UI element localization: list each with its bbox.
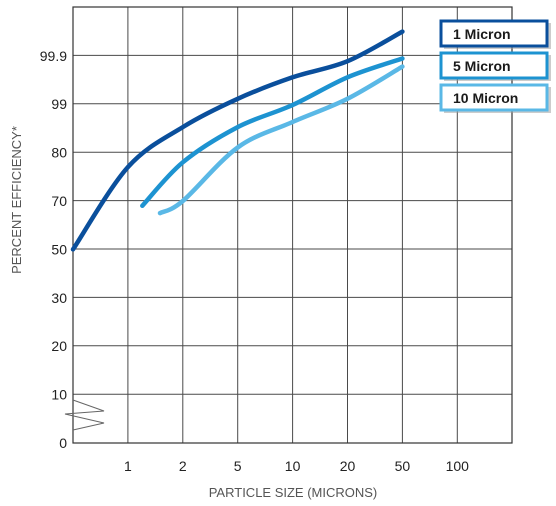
x-tick-label: 10 [285,458,301,474]
y-tick-label: 0 [59,435,67,451]
y-tick-label: 30 [51,290,67,306]
x-tick-label: 2 [179,458,187,474]
series-line [157,64,405,216]
plot-frame [72,6,513,444]
series-line [70,29,405,252]
legend-label: 10 Micron [453,90,518,106]
legend: 1 Micron 5 Micron 10 Micron [439,19,551,113]
y-tick-label: 20 [51,338,67,354]
x-tick-label: 5 [234,458,242,474]
x-tick-label: 1 [124,458,132,474]
y-axis-tick-labels: 0 10 20 30 50 70 80 99 99.9 [40,48,67,451]
legend-box [439,83,549,112]
x-tick-label: 20 [340,458,356,474]
x-tick-label: 100 [446,458,470,474]
y-axis-title: PERCENT EFFICIENCY* [9,126,24,274]
series-line [140,56,405,209]
legend-label: 1 Micron [453,26,511,42]
series-lines [70,29,405,252]
x-axis-tick-labels: 1 2 5 10 20 50 100 [124,458,469,474]
axis-break-zigzag [64,399,105,431]
legend-label: 5 Micron [453,58,511,74]
y-tick-label: 99 [51,96,67,112]
x-tick-label: 50 [395,458,411,474]
legend-box [439,19,549,48]
y-tick-label: 10 [51,387,67,403]
y-tick-label: 50 [51,241,67,257]
y-tick-label: 99.9 [40,48,67,64]
y-tick-label: 80 [51,145,67,161]
legend-box [439,51,549,80]
x-axis-title: PARTICLE SIZE (MICRONS) [209,485,378,500]
y-tick-label: 70 [51,193,67,209]
y-axis-break [64,399,105,431]
